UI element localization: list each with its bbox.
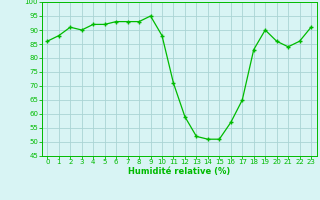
X-axis label: Humidité relative (%): Humidité relative (%) bbox=[128, 167, 230, 176]
